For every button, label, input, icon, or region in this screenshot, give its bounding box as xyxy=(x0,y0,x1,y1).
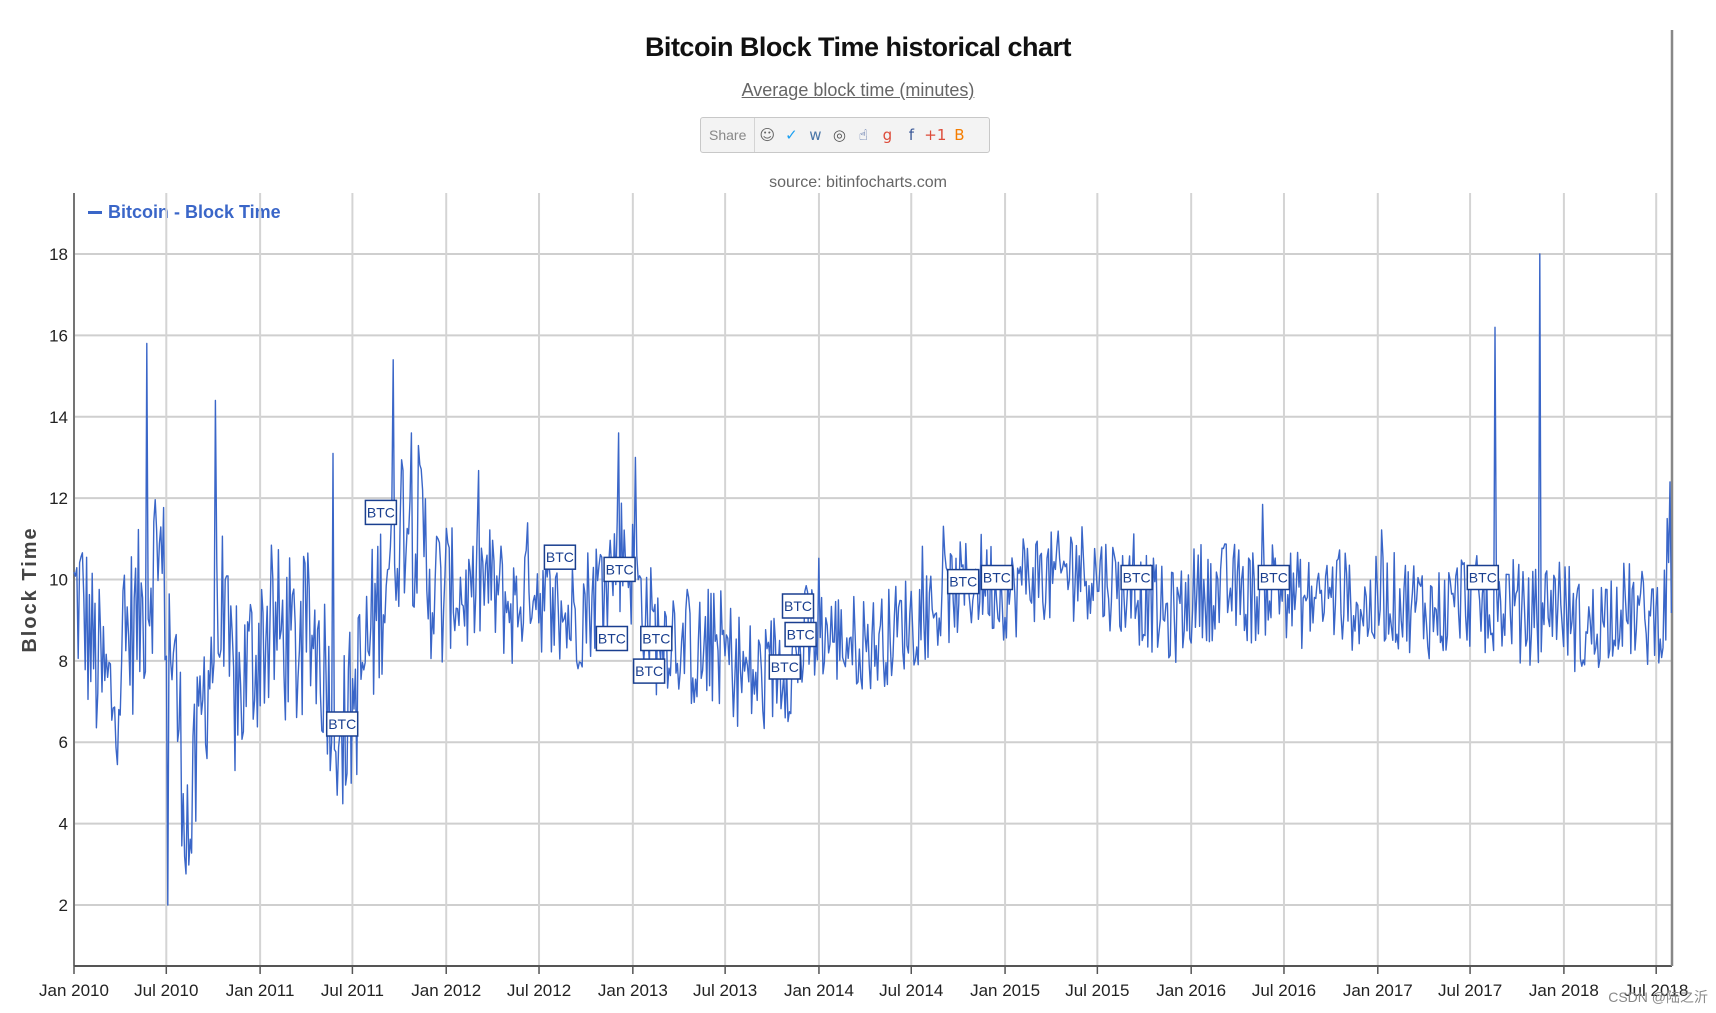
btc-flag-box xyxy=(768,654,802,680)
y-tick-label: 18 xyxy=(49,245,68,264)
twitter-icon[interactable]: ✓ xyxy=(785,126,798,144)
y-tick-label: 16 xyxy=(49,326,68,345)
y-tick-label: 10 xyxy=(49,571,68,590)
y-tick-label: 2 xyxy=(59,896,68,915)
vk-icon[interactable]: ᴡ xyxy=(809,126,822,144)
x-tick-label: Jan 2012 xyxy=(411,981,481,1000)
btc-flag[interactable]: BTC xyxy=(781,593,815,619)
axis-layer: 2 4 6 8 10 12 14 16 18 Jan 2010 Jul 2010 Jan 2011 Ju… xyxy=(19,30,1688,1000)
x-tick-label: Jul 2018 xyxy=(1624,981,1688,1000)
btc-flag-box xyxy=(632,658,666,684)
legend-label: Bitcoin - Block Time xyxy=(108,202,281,222)
flag-layer: BTC BTC BTC BTC BTC BTC BTC BTC BTC BTC BTC BTC BTC B… xyxy=(325,499,1500,737)
btc-flag[interactable]: BTC xyxy=(595,625,629,652)
x-tick-label: Jul 2011 xyxy=(321,981,384,1000)
btc-flag[interactable]: BTC xyxy=(543,544,577,570)
btc-flag-label: BTC xyxy=(635,663,663,679)
grid-layer xyxy=(73,193,1672,966)
btc-flag-box xyxy=(784,621,817,648)
x-tick-label: Jul 2014 xyxy=(879,981,943,1000)
legend[interactable]: Bitcoin - Block Time xyxy=(88,202,281,223)
x-tick-label: Jul 2016 xyxy=(1252,981,1316,1000)
btc-flag-label: BTC xyxy=(367,504,395,520)
x-tick-label: Jan 2016 xyxy=(1156,981,1226,1000)
btc-flag-label: BTC xyxy=(787,627,815,643)
y-tick-label: 4 xyxy=(59,815,68,834)
btc-flag-label: BTC xyxy=(328,716,356,732)
btc-flag[interactable]: BTC xyxy=(325,711,359,737)
share-label[interactable]: Share xyxy=(701,118,756,152)
btc-flag[interactable]: BTC xyxy=(603,556,636,583)
btc-flag[interactable]: BTC xyxy=(640,625,673,652)
watermark: CSDN @陆之沂 xyxy=(1608,989,1708,1005)
x-tick-label: Jan 2017 xyxy=(1343,981,1413,1000)
btc-flag-label: BTC xyxy=(1260,570,1288,586)
x-tick-label: Jan 2013 xyxy=(598,981,668,1000)
x-tick-label: Jan 2011 xyxy=(226,981,295,1000)
btc-flag-label: BTC xyxy=(642,631,670,647)
x-tick-label: Jan 2014 xyxy=(784,981,854,1000)
chart-subtitle-text[interactable]: Average block time (minutes) xyxy=(741,80,975,100)
btc-flag[interactable]: BTC xyxy=(980,564,1014,591)
weibo-icon[interactable]: ◎ xyxy=(832,126,846,144)
x-tick-label: Jan 2010 xyxy=(39,981,109,1000)
btc-flag[interactable]: BTC xyxy=(632,658,666,684)
btc-flag[interactable]: BTC xyxy=(364,499,398,526)
google-icon[interactable]: g xyxy=(882,126,893,144)
btc-flag-label: BTC xyxy=(949,574,977,590)
btc-flag[interactable]: BTC xyxy=(1466,564,1500,591)
btc-flag-box xyxy=(325,711,359,737)
chart-subtitle[interactable]: Average block time (minutes) xyxy=(0,80,1716,101)
btc-flag-box xyxy=(364,499,398,526)
btc-flag-label: BTC xyxy=(1469,570,1497,586)
x-tick-label: Jul 2013 xyxy=(693,981,757,1000)
x-tick-label: Jul 2012 xyxy=(507,981,571,1000)
like-icon[interactable]: ☝ xyxy=(858,126,868,144)
chart-title: Bitcoin Block Time historical chart xyxy=(644,32,1072,62)
blogger-icon[interactable]: B xyxy=(954,126,965,144)
google-plus-one-icon[interactable]: +1 xyxy=(924,126,947,144)
reddit-icon[interactable]: ☺ xyxy=(759,126,776,144)
btc-flag-label: BTC xyxy=(784,598,812,614)
btc-flag-label: BTC xyxy=(771,659,799,675)
btc-flag-box xyxy=(980,564,1014,591)
y-tick-label: 12 xyxy=(49,489,68,508)
facebook-icon[interactable]: f xyxy=(908,126,914,144)
btc-flag-box xyxy=(595,625,629,652)
x-tick-label: Jul 2017 xyxy=(1438,981,1502,1000)
chart-source: source: bitinfocharts.com xyxy=(769,174,947,191)
btc-flag-label: BTC xyxy=(606,561,634,577)
btc-flag[interactable]: BTC xyxy=(768,654,802,680)
x-tick-label: Jul 2015 xyxy=(1065,981,1129,1000)
btc-flag-label: BTC xyxy=(983,570,1011,586)
legend-swatch xyxy=(88,211,102,214)
y-tick-label: 14 xyxy=(49,408,68,427)
x-tick-label: Jan 2018 xyxy=(1529,981,1599,1000)
btc-flag[interactable]: BTC xyxy=(784,621,817,648)
share-bar: Share ☺ ✓ ᴡ ◎ ☝ g f +1 B xyxy=(700,117,990,153)
btc-flag-box xyxy=(603,556,636,583)
btc-flag-label: BTC xyxy=(598,631,626,647)
btc-flag-box xyxy=(543,544,577,570)
btc-flag-box xyxy=(946,568,980,595)
share-buttons: ☺ ✓ ᴡ ◎ ☝ g f +1 B xyxy=(755,118,971,152)
btc-flag-box xyxy=(1466,564,1500,591)
x-tick-label: Jul 2010 xyxy=(134,981,198,1000)
btc-flag-box xyxy=(1120,564,1153,591)
x-tick-label: Jan 2015 xyxy=(970,981,1040,1000)
btc-flag-box xyxy=(1257,564,1291,591)
btc-flag[interactable]: BTC xyxy=(946,568,980,595)
y-tick-label: 8 xyxy=(59,652,68,671)
btc-flag[interactable]: BTC xyxy=(1257,564,1291,591)
btc-flag-label: BTC xyxy=(1123,570,1151,586)
y-axis-title: Block Time xyxy=(19,526,41,652)
btc-flag-box xyxy=(781,593,815,619)
btc-flag-box xyxy=(640,625,673,652)
btc-flag-label: BTC xyxy=(546,549,574,565)
y-tick-label: 6 xyxy=(59,733,68,752)
btc-flag[interactable]: BTC xyxy=(1120,564,1153,591)
